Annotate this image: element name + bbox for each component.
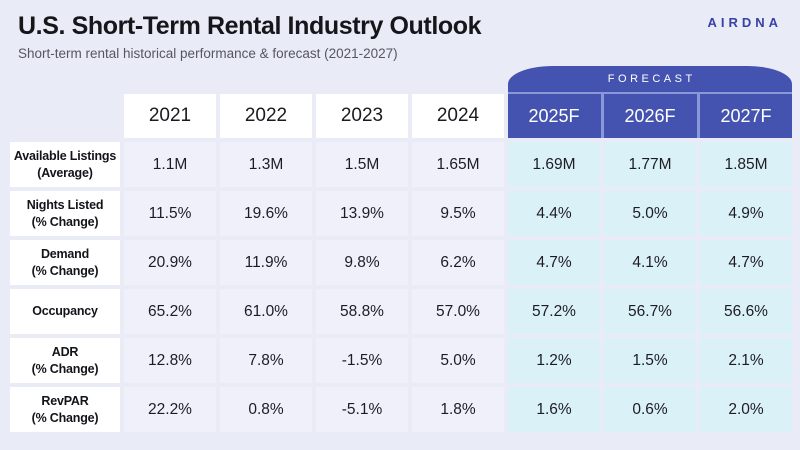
forecast-divider <box>508 92 792 94</box>
data-cell: 12.8% <box>124 338 216 383</box>
data-cell: 1.8% <box>412 387 504 432</box>
row-label-sub: (% Change) <box>31 410 99 425</box>
forecast-cell: 1.2% <box>508 338 600 383</box>
forecast-cell: 1.85M <box>700 142 792 187</box>
row-label-occupancy: Occupancy <box>10 289 120 334</box>
row-label-main: Available Listings <box>13 149 117 164</box>
forecast-cell: 2.1% <box>700 338 792 383</box>
data-cell: 7.8% <box>220 338 312 383</box>
forecast-cell: 5.0% <box>604 191 696 236</box>
page-title: U.S. Short-Term Rental Industry Outlook <box>18 12 482 40</box>
forecast-cell: 4.7% <box>508 240 600 285</box>
table-grid: 2021 2022 2023 2024 2025F 2026F 2027F Av… <box>10 94 792 432</box>
col-header-2024: 2024 <box>412 94 504 138</box>
row-label-main: Demand <box>40 247 90 262</box>
forecast-cell: 2.0% <box>700 387 792 432</box>
row-label-sub: (% Change) <box>31 214 99 229</box>
forecast-cell: 1.6% <box>508 387 600 432</box>
data-cell: 9.8% <box>316 240 408 285</box>
col-header-2023: 2023 <box>316 94 408 138</box>
forecast-cell: 56.6% <box>700 289 792 334</box>
row-label-main: ADR <box>51 345 79 360</box>
data-cell: 65.2% <box>124 289 216 334</box>
data-cell: 1.5M <box>316 142 408 187</box>
page-subtitle: Short-term rental historical performance… <box>18 45 398 61</box>
data-cell: -1.5% <box>316 338 408 383</box>
forecast-header-block: FORECAST <box>508 66 792 138</box>
data-cell: 58.8% <box>316 289 408 334</box>
data-cell: 1.3M <box>220 142 312 187</box>
forecast-cell: 1.77M <box>604 142 696 187</box>
forecast-cell: 1.69M <box>508 142 600 187</box>
data-cell: -5.1% <box>316 387 408 432</box>
data-cell: 1.65M <box>412 142 504 187</box>
outlook-table: FORECAST 2021 2022 2023 2024 2025F 2026F… <box>10 66 792 432</box>
row-label-sub: (Average) <box>37 165 93 180</box>
row-label-sub: (% Change) <box>31 263 99 278</box>
forecast-cell: 0.6% <box>604 387 696 432</box>
forecast-cell: 4.4% <box>508 191 600 236</box>
row-label-main: Occupancy <box>32 304 98 319</box>
col-header-2022: 2022 <box>220 94 312 138</box>
data-cell: 13.9% <box>316 191 408 236</box>
data-cell: 19.6% <box>220 191 312 236</box>
data-cell: 11.9% <box>220 240 312 285</box>
corner-spacer <box>10 94 120 138</box>
data-cell: 11.5% <box>124 191 216 236</box>
col-header-2025f: 2025F <box>528 105 580 126</box>
data-cell: 61.0% <box>220 289 312 334</box>
data-cell: 57.0% <box>412 289 504 334</box>
forecast-cell: 56.7% <box>604 289 696 334</box>
col-header-2026f: 2026F <box>604 94 696 138</box>
col-header-2021: 2021 <box>124 94 216 138</box>
forecast-cell: 57.2% <box>508 289 600 334</box>
data-cell: 20.9% <box>124 240 216 285</box>
row-label-nights-listed: Nights Listed (% Change) <box>10 191 120 236</box>
row-label-revpar: RevPAR (% Change) <box>10 387 120 432</box>
forecast-banner-label: FORECAST <box>607 73 696 85</box>
row-label-available-listings: Available Listings (Average) <box>10 142 120 187</box>
forecast-cell: 4.7% <box>700 240 792 285</box>
title-block: U.S. Short-Term Rental Industry Outlook … <box>18 12 482 61</box>
data-cell: 6.2% <box>412 240 504 285</box>
data-cell: 5.0% <box>412 338 504 383</box>
row-label-sub: (% Change) <box>31 361 99 376</box>
data-cell: 9.5% <box>412 191 504 236</box>
data-cell: 1.1M <box>124 142 216 187</box>
row-label-adr: ADR (% Change) <box>10 338 120 383</box>
row-label-demand: Demand (% Change) <box>10 240 120 285</box>
row-label-main: RevPAR <box>41 394 89 409</box>
row-label-main: Nights Listed <box>26 198 104 213</box>
forecast-cell: 4.1% <box>604 240 696 285</box>
forecast-cell: 4.9% <box>700 191 792 236</box>
data-cell: 0.8% <box>220 387 312 432</box>
airdna-logo: AIRDNA <box>707 15 782 30</box>
col-header-2027f: 2027F <box>700 94 792 138</box>
forecast-cell: 1.5% <box>604 338 696 383</box>
page-header: U.S. Short-Term Rental Industry Outlook … <box>0 0 800 61</box>
data-cell: 22.2% <box>124 387 216 432</box>
